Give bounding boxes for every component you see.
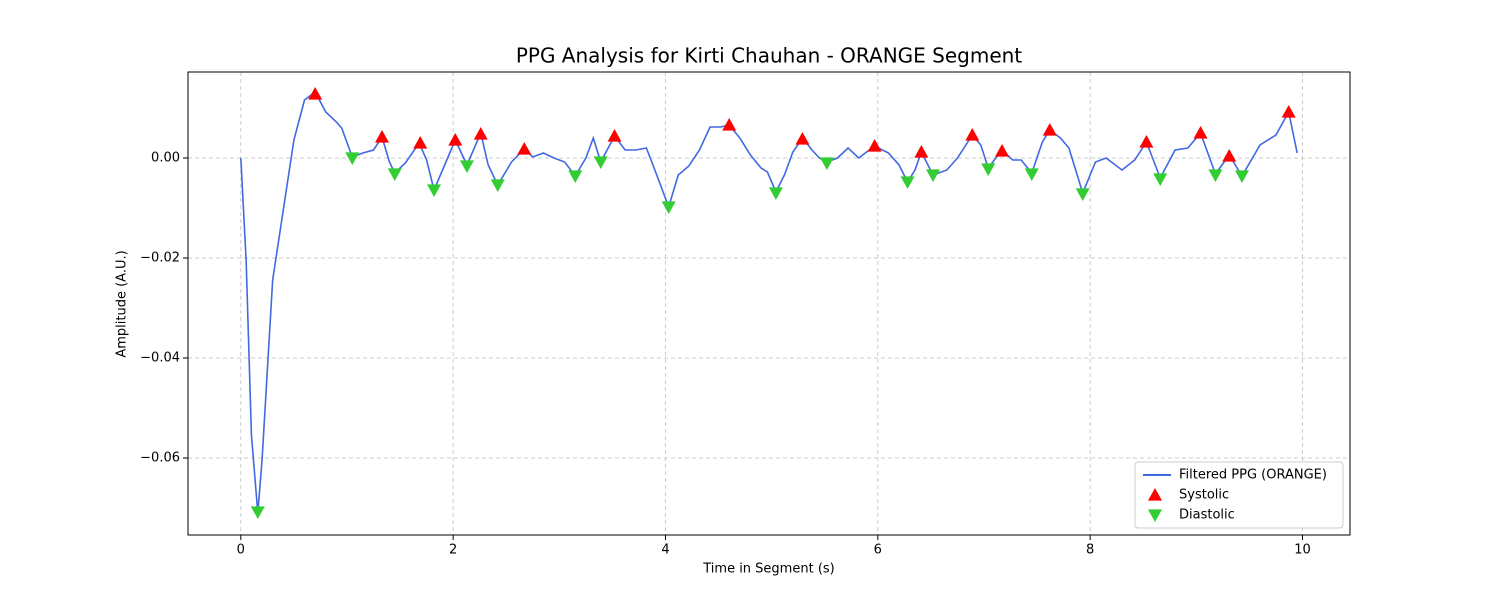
systolic-marker: [795, 132, 810, 145]
systolic-marker: [1042, 123, 1057, 136]
diastolic-marker: [345, 152, 360, 165]
legend-label: Diastolic: [1179, 508, 1235, 523]
systolic-marker: [867, 139, 882, 152]
y-tick-label: −0.02: [140, 251, 180, 266]
systolic-marker: [607, 129, 622, 142]
diastolic-marker: [1208, 169, 1223, 182]
diastolic-marker: [568, 170, 583, 183]
y-tick-label: −0.06: [140, 451, 180, 466]
diastolic-marker: [490, 179, 505, 192]
systolic-marker: [1139, 135, 1154, 148]
systolic-marker: [995, 144, 1010, 157]
systolic-marker: [1281, 105, 1296, 118]
systolic-marker: [375, 130, 390, 143]
legend-swatch: [1148, 488, 1162, 501]
diastolic-marker: [387, 168, 402, 181]
legend-label: Filtered PPG (ORANGE): [1179, 468, 1327, 483]
diastolic-marker: [250, 506, 265, 519]
diastolic-marker: [1234, 170, 1249, 183]
systolic-marker: [914, 145, 929, 158]
y-tick-label: 0.00: [151, 151, 180, 166]
systolic-marker: [448, 133, 463, 146]
legend-box: [1134, 461, 1344, 529]
systolic-marker: [1222, 149, 1237, 162]
diastolic-marker: [593, 156, 608, 169]
x-tick-label: 10: [1294, 543, 1311, 558]
y-tick-label: −0.04: [140, 351, 180, 366]
diastolic-marker: [819, 157, 834, 170]
y-axis-label: Amplitude (A.U.): [115, 250, 130, 357]
diastolic-marker: [981, 163, 996, 176]
systolic-marker: [308, 87, 323, 100]
diastolic-marker: [1075, 188, 1090, 201]
chart-title: PPG Analysis for Kirti Chauhan - ORANGE …: [516, 44, 1022, 68]
systolic-marker: [473, 127, 488, 140]
x-tick-label: 0: [237, 543, 245, 558]
diastolic-marker: [926, 169, 941, 182]
legend-swatch: [1148, 509, 1162, 522]
diastolic-marker: [459, 160, 474, 173]
diastolic-marker: [1024, 168, 1039, 181]
systolic-marker: [965, 128, 980, 141]
diastolic-marker: [1153, 173, 1168, 186]
systolic-marker: [722, 118, 737, 131]
ppg-line: [240, 90, 1298, 514]
x-tick-label: 4: [661, 543, 669, 558]
legend-label: Systolic: [1179, 488, 1229, 503]
x-axis-label: Time in Segment (s): [702, 562, 834, 577]
systolic-marker: [413, 136, 428, 149]
diastolic-marker: [768, 187, 783, 200]
x-tick-label: 8: [1086, 543, 1094, 558]
x-tick-label: 6: [874, 543, 882, 558]
plot-frame: [187, 71, 1351, 536]
x-tick-label: 2: [449, 543, 457, 558]
diastolic-marker: [427, 184, 442, 197]
systolic-marker: [1193, 126, 1208, 139]
systolic-marker: [517, 142, 532, 155]
diastolic-marker: [661, 201, 676, 214]
diastolic-marker: [900, 176, 915, 189]
